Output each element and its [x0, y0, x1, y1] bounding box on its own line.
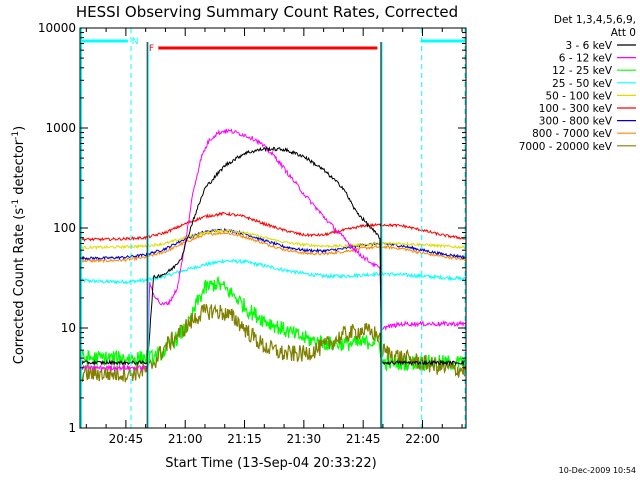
legend-header-line-2: Att 0	[611, 27, 636, 39]
series-line-4	[79, 228, 467, 251]
series-layer	[79, 128, 467, 383]
legend-label-8: 7000 - 20000 keV	[519, 141, 613, 153]
y-tick-label-0: 1	[68, 421, 76, 435]
flag-f-label: F	[149, 44, 154, 54]
legend-header-line-1: Det 1,3,4,5,6,9,	[554, 14, 636, 26]
series-line-8	[79, 303, 467, 383]
y-label-sup-1: -1	[11, 199, 21, 208]
legend-label-1: 6 - 12 keV	[559, 53, 613, 65]
series-line-5	[79, 211, 467, 242]
y-axis-label: Corrected Count Rate (s-1 detector-1)	[11, 126, 27, 364]
series-line-7	[79, 230, 467, 264]
timestamp: 10-Dec-2009 10:54	[559, 466, 636, 475]
series-line-1	[79, 128, 467, 372]
y-tick-label-1: 10	[61, 321, 76, 335]
legend-label-6: 300 - 800 keV	[539, 116, 613, 128]
legend-label-0: 3 - 6 keV	[565, 40, 612, 52]
x-tick-label-0: 20:45	[109, 432, 144, 446]
legend-label-7: 800 - 7000 keV	[532, 128, 613, 140]
series-line-0	[79, 146, 467, 367]
x-tick-label-1: 21:00	[168, 432, 203, 446]
x-tick-label-5: 22:00	[405, 432, 440, 446]
x-tick-label-2: 21:15	[227, 432, 262, 446]
y-label-sup-2: -1	[11, 131, 21, 140]
legend-label-3: 25 - 50 keV	[552, 78, 613, 90]
legend-label-2: 12 - 25 keV	[552, 65, 613, 77]
y-tick-label-3: 1000	[45, 121, 76, 135]
x-tick-label-4: 21:45	[346, 432, 381, 446]
y-tick-label-4: 10000	[38, 21, 76, 35]
legend-label-5: 100 - 300 keV	[539, 103, 613, 115]
legend-label-4: 50 - 100 keV	[545, 90, 612, 102]
y-label-part-a: Corrected Count Rate (s	[12, 208, 27, 365]
y-label-part-c: )	[12, 126, 27, 131]
y-label-part-b: detector	[12, 139, 27, 199]
flag-n-label: N	[132, 37, 139, 47]
axes-layer: 1 10 100 1000 10000 20:45 21:00 21:15 21:30 21:45…	[38, 21, 467, 446]
series-line-3	[79, 258, 467, 285]
series-line-6	[79, 227, 467, 261]
chart-title: HESSI Observing Summary Count Rates, Cor…	[76, 3, 458, 21]
y-tick-label-2: 100	[53, 221, 76, 235]
series-line-2	[79, 276, 467, 373]
x-axis-label: Start Time (13-Sep-04 20:33:22)	[165, 456, 376, 471]
x-tick-label-3: 21:30	[287, 432, 322, 446]
